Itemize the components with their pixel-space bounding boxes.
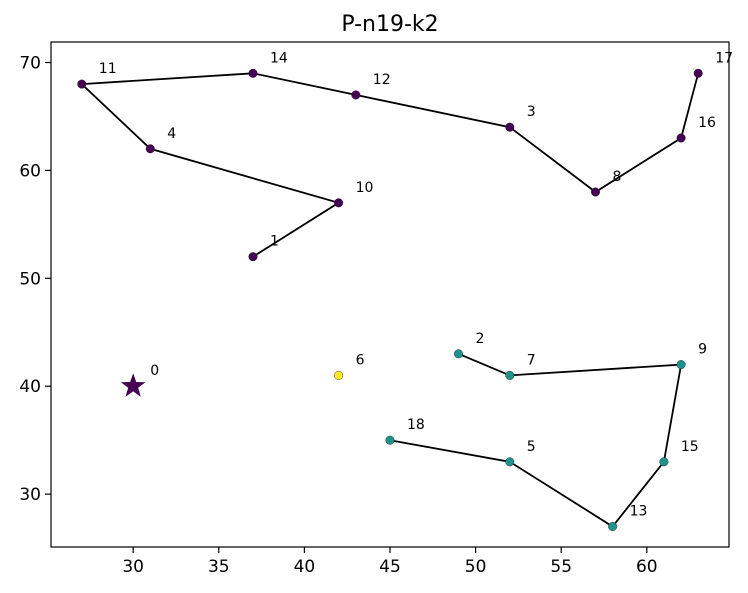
node-point-2 (454, 349, 464, 359)
node-point-5 (505, 457, 515, 467)
node-point-1 (248, 252, 258, 262)
node-label-1: 1 (270, 234, 279, 250)
node-point-12 (351, 90, 361, 100)
x-tick-label: 45 (379, 557, 401, 577)
node-point-6 (334, 370, 344, 380)
y-tick-label: 70 (19, 54, 41, 74)
node-point-14 (248, 68, 258, 78)
node-label-6: 6 (356, 352, 365, 368)
y-tick-label: 30 (19, 485, 41, 505)
node-label-10: 10 (356, 180, 374, 196)
x-tick-label: 40 (294, 557, 316, 577)
node-label-3: 3 (527, 104, 536, 120)
x-tick-label: 35 (208, 557, 230, 577)
node-point-3 (505, 122, 515, 132)
axes-frame (50, 41, 730, 548)
node-point-7 (505, 370, 515, 380)
node-point-13 (608, 522, 618, 532)
x-tick-label: 50 (465, 557, 487, 577)
node-label-13: 13 (630, 504, 648, 520)
node-label-14: 14 (270, 50, 288, 66)
x-tick-label: 30 (122, 557, 144, 577)
node-label-4: 4 (167, 126, 176, 142)
y-axis-ticks: 30 40 50 60 70 (19, 54, 51, 505)
node-label-8: 8 (613, 169, 622, 185)
node-point-10 (334, 198, 344, 208)
x-tick-label: 55 (550, 557, 572, 577)
x-tick-label: 60 (636, 557, 658, 577)
y-tick-label: 50 (19, 269, 41, 289)
node-label-2: 2 (476, 331, 485, 347)
node-point-11 (77, 79, 87, 89)
y-tick-label: 40 (19, 377, 41, 397)
node-label-0: 0 (150, 363, 159, 379)
node-point-18 (385, 435, 395, 445)
node-label-18: 18 (407, 417, 425, 433)
nodes-layer (77, 68, 703, 532)
depot-star-marker (120, 373, 146, 397)
node-label-5: 5 (527, 439, 536, 455)
node-label-12: 12 (373, 72, 391, 88)
node-label-16: 16 (698, 115, 716, 131)
x-axis-ticks: 30 35 40 45 50 55 60 (122, 547, 658, 577)
chart-title: P-n19-k2 (341, 12, 438, 37)
route-line-1 (79, 72, 700, 258)
node-point-15 (659, 457, 669, 467)
node-label-9: 9 (698, 342, 707, 358)
node-label-17: 17 (715, 50, 733, 66)
node-label-15: 15 (681, 439, 699, 455)
node-point-16 (676, 133, 686, 143)
node-point-8 (591, 187, 601, 197)
node-point-17 (693, 68, 703, 78)
y-tick-label: 60 (19, 161, 41, 181)
node-point-9 (676, 360, 686, 370)
node-point-4 (145, 144, 155, 154)
node-label-11: 11 (99, 61, 117, 77)
node-label-7: 7 (527, 352, 536, 368)
